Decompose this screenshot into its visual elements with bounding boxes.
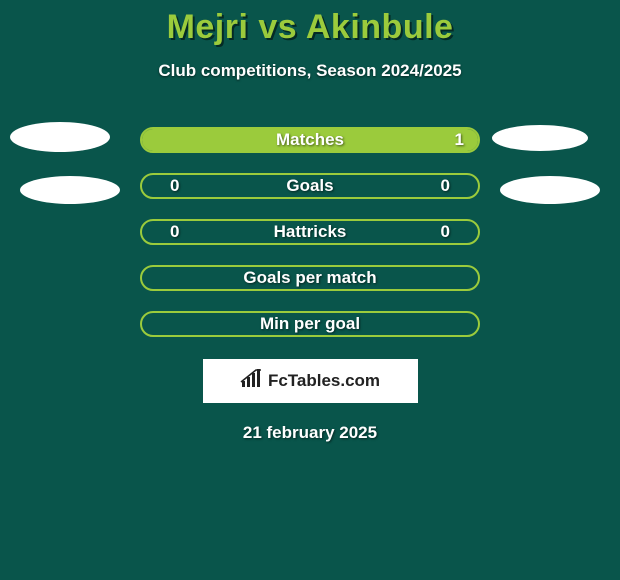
stat-row: 0Goals0: [140, 173, 480, 199]
stat-left-value: 0: [156, 176, 186, 196]
brand-text: FcTables.com: [268, 371, 380, 391]
stat-label: Goals: [186, 176, 434, 196]
stat-row: Goals per match: [140, 265, 480, 291]
stat-right-value: 1: [448, 130, 478, 150]
stat-label: Hattricks: [186, 222, 434, 242]
comparison-subtitle: Club competitions, Season 2024/2025: [0, 61, 620, 81]
stat-label: Goals per match: [186, 268, 434, 288]
stat-right-value: 0: [434, 222, 464, 242]
brand-badge: FcTables.com: [203, 359, 418, 403]
stat-row: Matches1: [140, 127, 480, 153]
comparison-date: 21 february 2025: [0, 423, 620, 443]
stat-right-value: 0: [434, 176, 464, 196]
comparison-title: Mejri vs Akinbule: [0, 0, 620, 47]
stat-label: Matches: [172, 130, 448, 150]
stat-label: Min per goal: [186, 314, 434, 334]
chart-icon: [240, 369, 262, 394]
stat-row: 0Hattricks0: [140, 219, 480, 245]
stat-rows: Matches10Goals00Hattricks0Goals per matc…: [0, 127, 620, 337]
stat-row: Min per goal: [140, 311, 480, 337]
stat-left-value: 0: [156, 222, 186, 242]
